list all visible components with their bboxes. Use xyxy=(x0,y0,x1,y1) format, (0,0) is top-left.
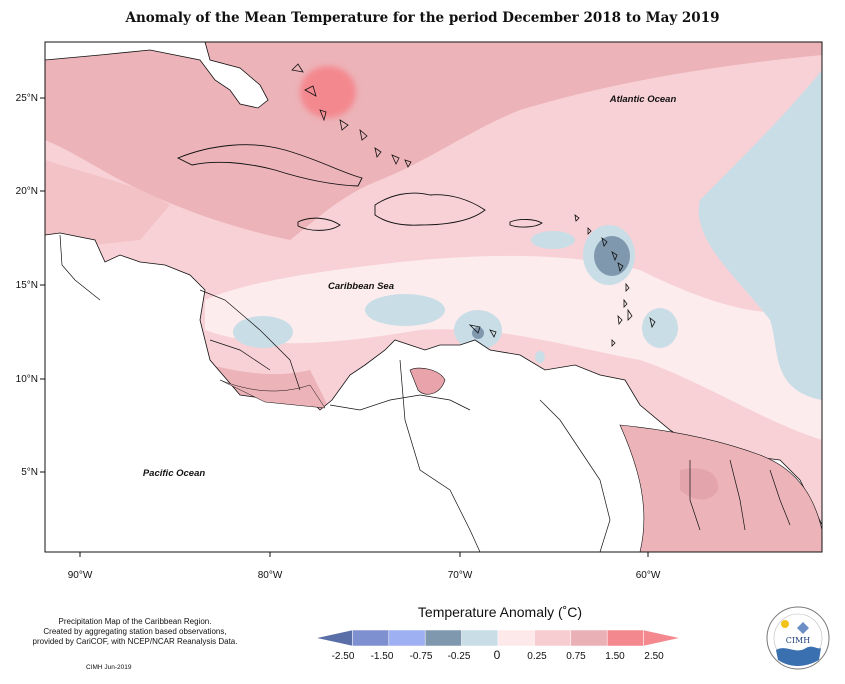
lat-tick-label: 25°N xyxy=(16,93,38,104)
footnote-line: Created by aggregating station based obs… xyxy=(43,627,227,636)
lat-tick-label: 5°N xyxy=(21,467,38,478)
footnote-line: provided by CariCOF, with NCEP/NCAR Rean… xyxy=(32,637,238,646)
legend-title: Temperature Anomaly (˚C) xyxy=(417,604,583,620)
landmasses xyxy=(45,42,822,552)
sun-icon xyxy=(781,620,789,628)
colorbar-label: -0.25 xyxy=(448,651,471,662)
colorbar-labels: -2.50 -1.50 -0.75 -0.25 0 0.25 0.75 1.50… xyxy=(332,648,665,662)
colorbar-label: 0.25 xyxy=(527,651,547,662)
colorbar-segment xyxy=(424,629,462,647)
colorbar-label: -2.50 xyxy=(332,651,355,662)
cimh-logo: CIMH xyxy=(766,606,830,670)
lon-tick-label: 80°W xyxy=(258,570,283,581)
logo-abbr: CIMH xyxy=(786,636,810,645)
colorbar-segment xyxy=(461,629,499,647)
map-frame xyxy=(44,41,823,553)
colorbar-segment xyxy=(643,629,681,647)
colorbar-label: 1.50 xyxy=(605,651,625,662)
lat-tick-label: 20°N xyxy=(16,186,38,197)
footnote: Precipitation Map of the Caribbean Regio… xyxy=(20,617,250,647)
colorbar-segment xyxy=(497,629,535,647)
lon-tick-label: 60°W xyxy=(636,570,661,581)
colorbar-segment xyxy=(315,629,353,647)
lon-tick-label: 70°W xyxy=(448,570,473,581)
colorbar-label: -1.50 xyxy=(371,651,394,662)
credit: CIMH Jun-2019 xyxy=(86,664,132,671)
colorbar-segment xyxy=(388,629,426,647)
label-atlantic-ocean: Atlantic Ocean xyxy=(609,94,677,105)
colorbar-segment xyxy=(570,629,608,647)
map-title: Anomaly of the Mean Temperature for the … xyxy=(125,10,720,26)
lat-tick-label: 10°N xyxy=(16,374,38,385)
colorbar xyxy=(315,629,681,647)
colorbar-segment xyxy=(352,629,390,647)
colorbar-label: 0 xyxy=(494,648,501,662)
colorbar-segment xyxy=(534,629,572,647)
lat-axis: 25°N 20°N 15°N 10°N 5°N xyxy=(16,93,45,478)
lon-axis: 90°W 80°W 70°W 60°W xyxy=(68,552,661,581)
label-pacific-ocean: Pacific Ocean xyxy=(143,468,206,479)
colorbar-label: 0.75 xyxy=(566,651,586,662)
colorbar-segment xyxy=(606,629,644,647)
label-caribbean-sea: Caribbean Sea xyxy=(328,281,394,292)
colorbar-label: 2.50 xyxy=(644,651,664,662)
footnote-line: Precipitation Map of the Caribbean Regio… xyxy=(58,617,212,626)
colorbar-label: -0.75 xyxy=(410,651,433,662)
lon-tick-label: 90°W xyxy=(68,570,93,581)
lat-tick-label: 15°N xyxy=(16,280,38,291)
